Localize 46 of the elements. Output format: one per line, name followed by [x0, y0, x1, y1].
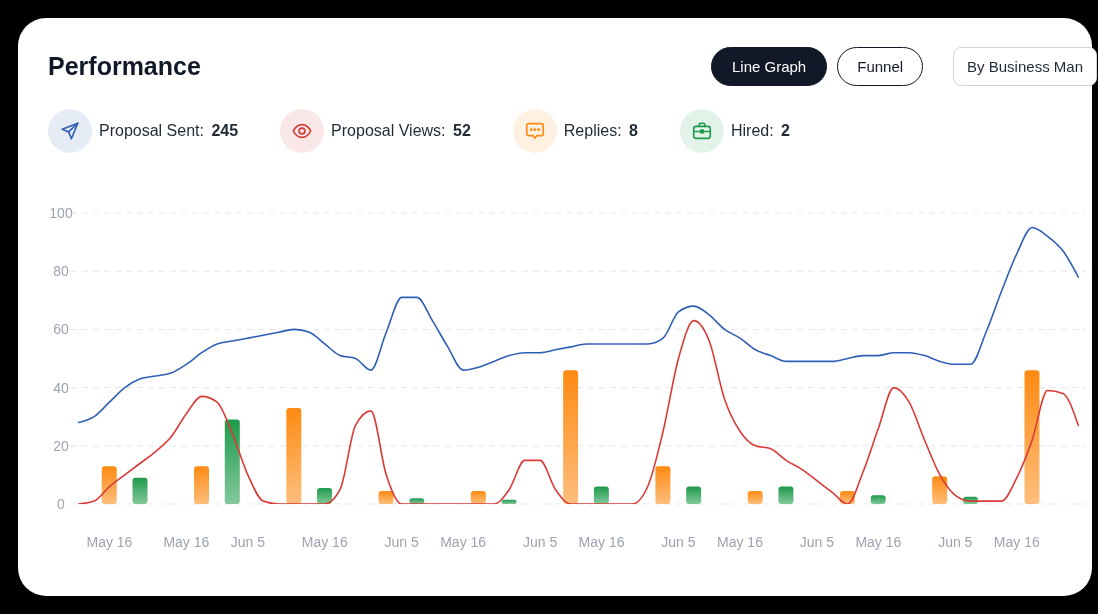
x-tick-label: May 16 [440, 533, 487, 550]
legend-label: Replies: 8 [563, 122, 638, 140]
bar [932, 476, 948, 504]
bar [686, 486, 702, 504]
bar [778, 486, 794, 504]
bar [132, 477, 148, 504]
pill-button: Line Graph [711, 47, 828, 86]
line-series [77, 319, 1080, 504]
bar [194, 466, 210, 504]
x-tick-label: May 16 [86, 533, 133, 550]
bar [593, 486, 609, 504]
pill-button: Funnel [837, 47, 924, 86]
bar [378, 490, 394, 504]
y-tick-label: 100 [49, 204, 73, 221]
x-tick-label: Jun 5 [799, 533, 835, 550]
legend-label: Hired: 2 [730, 122, 790, 140]
bar [563, 370, 579, 504]
y-tick-label: 0 [57, 495, 66, 512]
bar [655, 466, 671, 504]
x-tick-label: Jun 5 [522, 533, 558, 550]
legend-label: Proposal Views: 52 [331, 122, 471, 140]
line-series [77, 226, 1080, 424]
y-tick-label: 40 [53, 379, 69, 396]
bar [224, 419, 240, 504]
x-tick-label: May 16 [301, 533, 348, 550]
y-tick-label: 80 [53, 263, 69, 280]
bar [470, 490, 486, 504]
pill-button: By Business Man [953, 47, 1097, 86]
x-tick-label: Jun 5 [661, 533, 696, 550]
y-tick-label: 20 [53, 437, 69, 454]
bar [286, 407, 302, 504]
y-tick-label: 60 [53, 321, 69, 338]
x-tick-label: May 16 [993, 533, 1040, 550]
bar [101, 466, 117, 504]
x-tick-label: May 16 [163, 533, 210, 550]
bar [1024, 370, 1040, 504]
x-tick-label: Jun 5 [384, 533, 419, 550]
x-tick-label: May 16 [717, 533, 764, 550]
x-tick-label: Jun 5 [938, 533, 973, 550]
bar [317, 488, 333, 504]
x-tick-label: May 16 [578, 533, 625, 550]
x-tick-label: May 16 [855, 533, 902, 550]
chart-title: Performance [48, 51, 201, 81]
legend-label: Proposal Sent: 245 [99, 122, 239, 140]
bar [747, 490, 763, 504]
x-tick-label: Jun 5 [230, 533, 266, 550]
